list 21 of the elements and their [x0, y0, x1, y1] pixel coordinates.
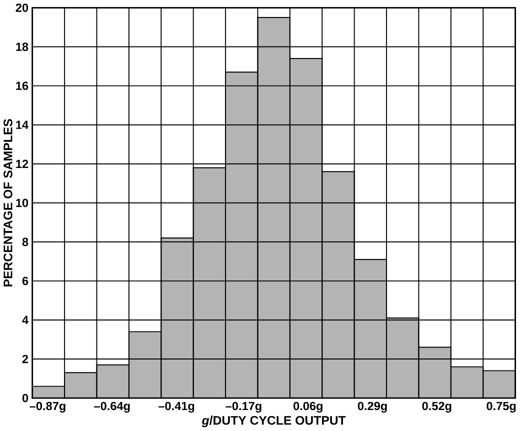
x-tick-label: –0.17g	[226, 402, 262, 413]
x-tick-label: 0.29g	[358, 402, 387, 413]
x-tick-label: –0.87g	[30, 402, 66, 413]
x-tick-label: 0.52g	[422, 402, 452, 413]
x-tick-label: 0.75g	[486, 402, 516, 413]
y-tick-label: 12	[16, 160, 28, 168]
y-tick-label: 6	[22, 276, 28, 286]
y-tick-label: 10	[16, 198, 28, 208]
y-tick-label: 2	[22, 355, 28, 364]
y-tick-label: 20	[16, 4, 28, 12]
y-tick-label: 18	[16, 42, 28, 52]
y-tick-label: 16	[16, 82, 28, 90]
x-tick-label: 0.06g	[293, 402, 322, 413]
y-tick-label: 4	[22, 316, 28, 324]
x-tick-label: –0.64g	[94, 402, 130, 413]
y-tick-label: 0	[22, 394, 28, 402]
y-tick-label: 8	[22, 238, 28, 246]
x-tick-label: –0.41g	[158, 402, 194, 413]
y-axis-title: PERCENTAGE OF SAMPLES	[4, 119, 12, 286]
y-tick-label: 14	[16, 120, 28, 130]
x-axis-title: g/DUTY CYCLE OUTPUT	[202, 416, 346, 428]
